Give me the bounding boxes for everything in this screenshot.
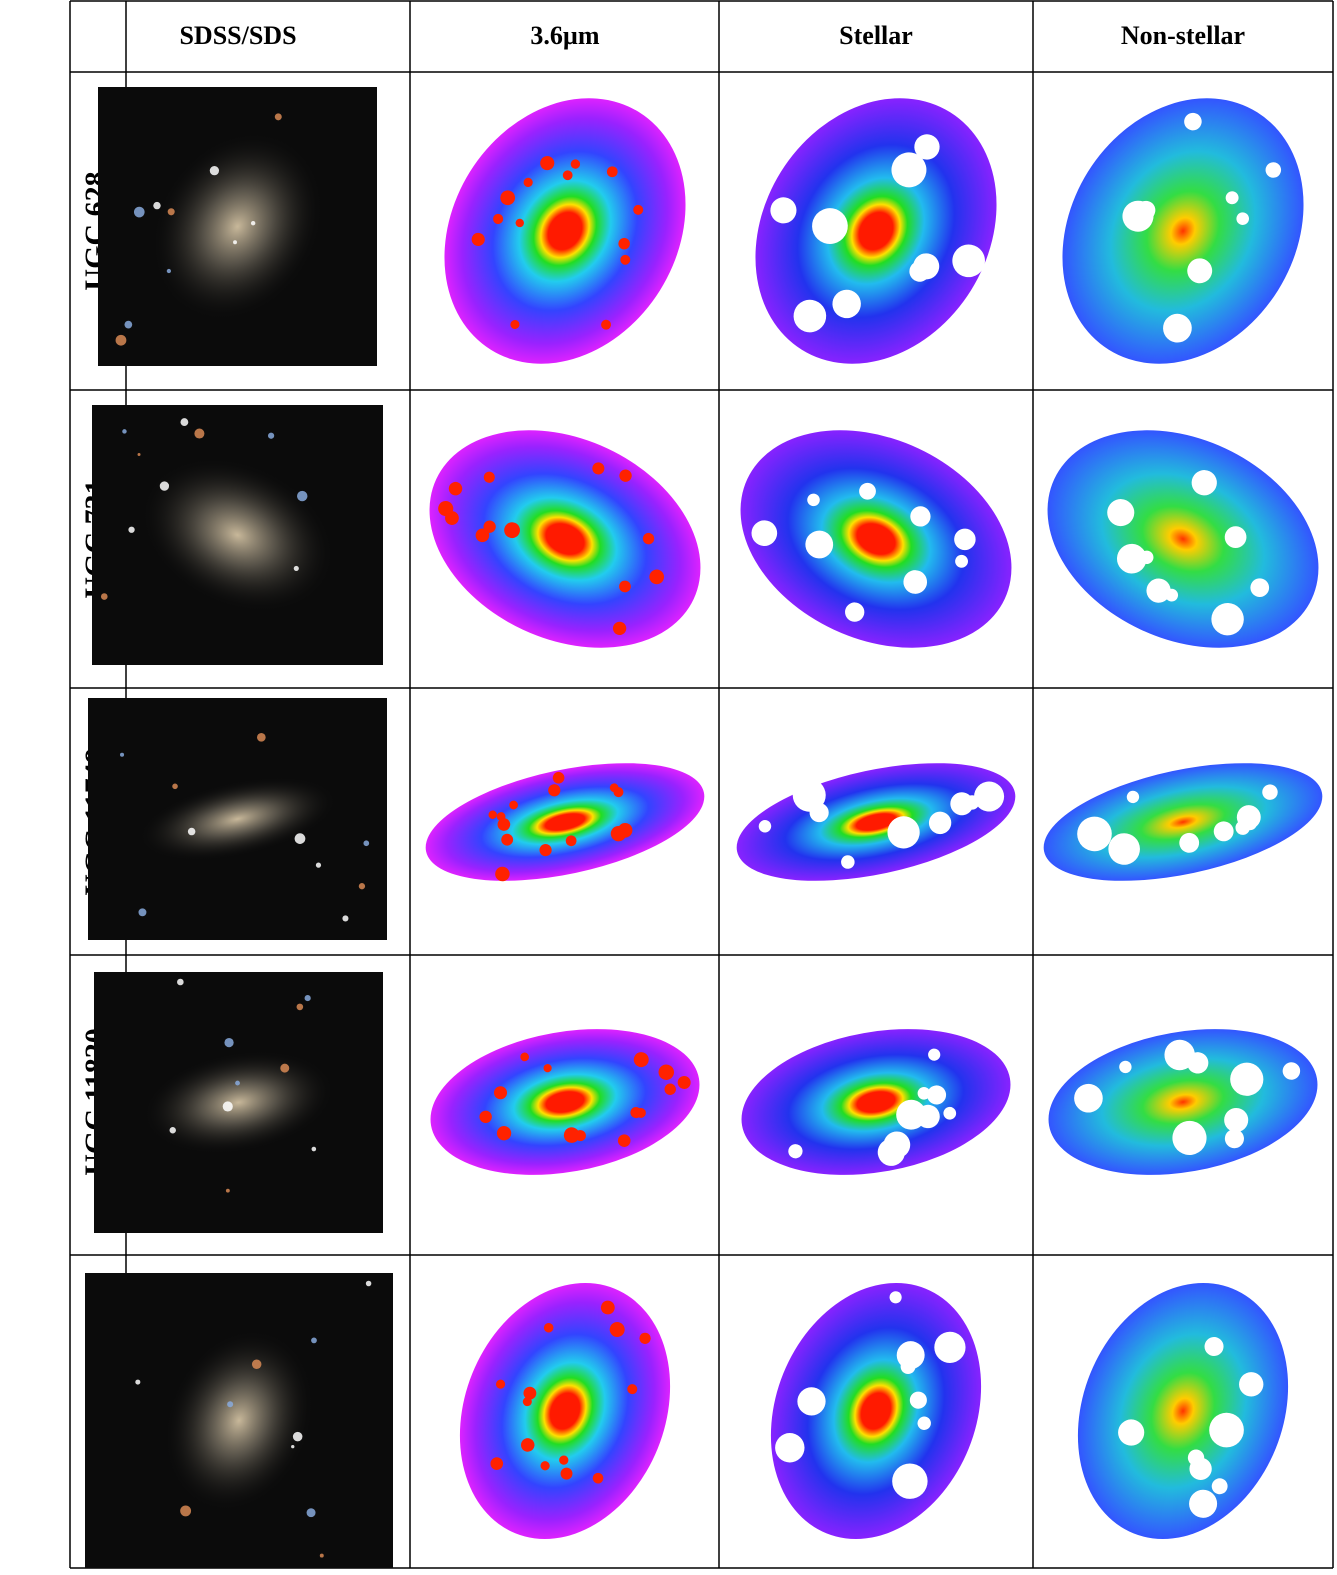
map-image — [419, 1009, 711, 1194]
optical-star — [210, 166, 219, 175]
optical-star — [124, 321, 132, 329]
optical-star — [135, 1380, 140, 1385]
map-ellipse — [1041, 1251, 1325, 1570]
optical-star — [180, 1505, 191, 1516]
map-image — [707, 53, 1045, 409]
map-image — [394, 388, 736, 689]
map-ellipse — [423, 1251, 707, 1570]
optical-star — [188, 828, 196, 836]
column-header: Stellar — [839, 21, 913, 50]
optical-star — [295, 833, 306, 844]
map-image — [730, 1009, 1022, 1194]
optical-star — [167, 269, 171, 273]
optical-star — [366, 1281, 372, 1287]
optical-star — [280, 1064, 289, 1073]
optical-star — [177, 979, 184, 986]
optical-star — [153, 202, 160, 209]
optical-star — [128, 527, 134, 533]
optical-star — [235, 1081, 240, 1086]
optical-star — [316, 863, 321, 868]
optical-star — [291, 1445, 294, 1448]
optical-star — [307, 1508, 316, 1517]
optical-star — [138, 908, 146, 916]
optical-star — [363, 840, 369, 846]
map-ellipse — [419, 1009, 711, 1194]
column-header: Non-stellar — [1121, 21, 1245, 50]
map-ellipse — [707, 53, 1045, 409]
optical-star — [134, 207, 145, 218]
map-ellipse — [1012, 388, 1337, 689]
optical-star — [342, 915, 348, 921]
optical-star — [275, 113, 282, 120]
optical-star — [268, 433, 274, 439]
optical-star — [122, 429, 126, 433]
map-ellipse — [730, 1009, 1022, 1194]
optical-star — [223, 1101, 233, 1111]
optical-star — [359, 883, 365, 889]
optical-star — [311, 1338, 317, 1344]
optical-star — [224, 1038, 233, 1047]
map-image — [1037, 1009, 1329, 1194]
optical-star — [305, 995, 311, 1001]
map-ellipse — [726, 742, 1025, 903]
optical-star — [297, 1004, 304, 1011]
map-image — [396, 53, 734, 409]
map-image — [1041, 1251, 1325, 1570]
optical-star — [312, 1147, 317, 1152]
map-ellipse — [396, 53, 734, 409]
map-ellipse — [1033, 742, 1332, 903]
map-image — [1014, 53, 1337, 409]
optical-star — [172, 784, 178, 790]
optical-star — [194, 428, 204, 438]
optical-star — [227, 1401, 233, 1407]
column-header: 3.6µm — [530, 21, 599, 50]
map-image — [415, 742, 714, 903]
map-image — [705, 388, 1047, 689]
map-ellipse — [415, 742, 714, 903]
map-image — [423, 1251, 707, 1570]
map-image — [1012, 388, 1337, 689]
optical-star — [138, 453, 141, 456]
map-ellipse — [1014, 53, 1337, 409]
map-image — [725, 737, 1025, 902]
column-header: SDSS/SDS — [179, 21, 296, 50]
optical-star — [252, 1359, 261, 1368]
optical-star — [257, 733, 266, 742]
optical-star — [180, 418, 188, 426]
optical-star — [293, 1432, 303, 1442]
figure-table: SDSS/SDS 3.6µm Stellar Non-stellar UGC 6… — [0, 0, 1337, 1570]
map-ellipse — [394, 388, 736, 689]
map-image — [734, 1251, 1018, 1570]
optical-star — [226, 1189, 230, 1193]
map-image — [1033, 742, 1332, 903]
optical-star — [120, 753, 124, 757]
optical-star — [170, 1127, 176, 1133]
optical-star — [294, 566, 299, 571]
optical-star — [251, 221, 255, 225]
optical-star — [233, 240, 237, 244]
optical-star — [116, 335, 127, 346]
optical-star — [168, 208, 175, 215]
optical-star — [101, 593, 108, 600]
optical-star — [320, 1554, 324, 1558]
optical-star — [297, 491, 307, 501]
map-ellipse — [734, 1251, 1018, 1570]
optical-star — [160, 481, 169, 490]
